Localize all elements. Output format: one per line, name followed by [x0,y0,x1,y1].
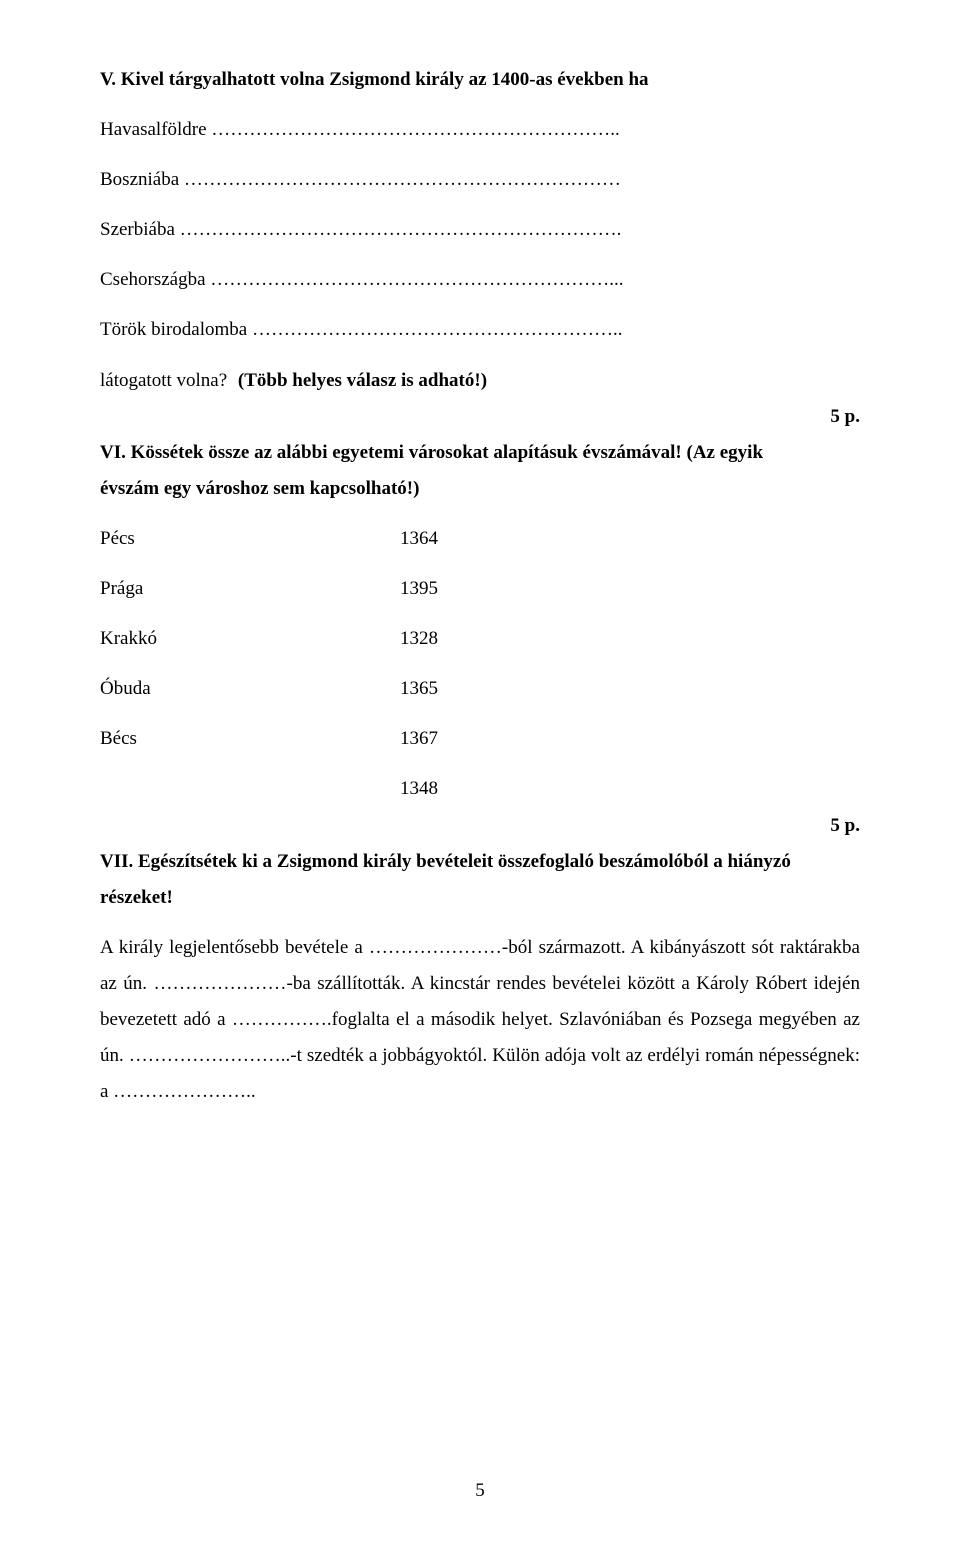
q6-city: Bécs [100,721,400,757]
q6-extra-year: 1348 [400,771,860,807]
q5-line-2: Szerbiába ……………………………………………………………. [100,212,860,248]
page-number: 5 [0,1473,960,1509]
q5-points: 5 p. [100,399,860,435]
q5-line-1: Boszniába …………………………………………………………… [100,162,860,198]
q6-city: Óbuda [100,671,400,707]
q5-line-3: Csehországba ………………………………………………………... [100,262,860,298]
q5-note: (Több helyes válasz is adható!) [238,370,487,391]
document-page: V. Kivel tárgyalhatott volna Zsigmond ki… [0,0,960,1543]
q7-heading-line2: részeket! [100,880,860,916]
q7-heading-line1: VII. Egészítsétek ki a Zsigmond király b… [100,844,860,880]
q6-pair-row: Krakkó 1328 [100,621,860,657]
q6-year: 1364 [400,521,438,557]
q6-pair-row: Pécs 1364 [100,521,860,557]
q6-year: 1395 [400,571,438,607]
q6-year: 1367 [400,721,438,757]
q6-city: Krakkó [100,621,400,657]
q6-pair-row: Óbuda 1365 [100,671,860,707]
q7-body: A király legjelentősebb bevétele a ……………… [100,930,860,1110]
q5-line-4: Török birodalomba ………………………………………………….. [100,312,860,348]
q6-city: Pécs [100,521,400,557]
q6-year: 1365 [400,671,438,707]
q6-year: 1328 [400,621,438,657]
q6-city: Prága [100,571,400,607]
q6-points: 5 p. [100,808,860,844]
q6-pair-row: Prága 1395 [100,571,860,607]
q5-line-0: Havasalföldre ……………………………………………………….. [100,112,860,148]
q5-line-5: látogatott volna? (Több helyes válasz is… [100,363,860,399]
q6-pair-row: Bécs 1367 [100,721,860,757]
q6-heading-line1: VI. Kössétek össze az alábbi egyetemi vá… [100,435,860,471]
q5-heading: V. Kivel tárgyalhatott volna Zsigmond ki… [100,62,860,98]
q6-heading-line2: évszám egy városhoz sem kapcsolható!) [100,471,860,507]
